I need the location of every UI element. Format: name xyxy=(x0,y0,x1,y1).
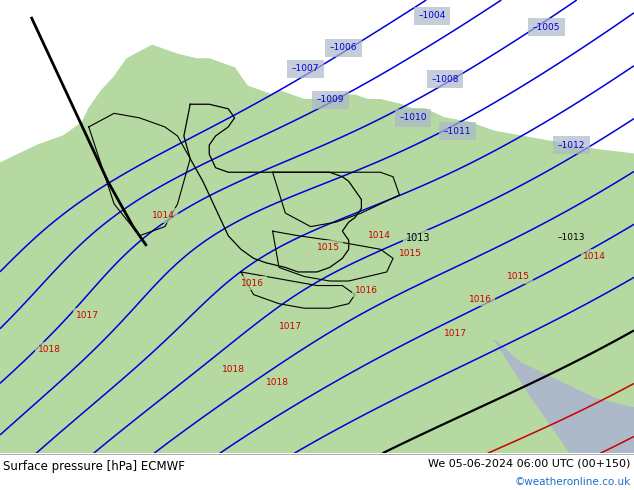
Text: 1018: 1018 xyxy=(266,378,289,388)
Text: 1017: 1017 xyxy=(76,311,99,319)
Text: –1009: –1009 xyxy=(317,95,344,104)
Text: 1018: 1018 xyxy=(222,365,245,374)
Text: 1015: 1015 xyxy=(399,249,422,258)
Text: We 05-06-2024 06:00 UTC (00+150): We 05-06-2024 06:00 UTC (00+150) xyxy=(429,459,631,468)
Text: –1007: –1007 xyxy=(292,64,319,74)
Text: –1012: –1012 xyxy=(558,141,585,149)
Text: 1015: 1015 xyxy=(317,243,340,251)
Text: 1013: 1013 xyxy=(406,233,430,243)
Text: –1008: –1008 xyxy=(431,75,458,84)
Text: –1013: –1013 xyxy=(558,233,585,243)
Text: 1018: 1018 xyxy=(38,344,61,353)
Text: –1005: –1005 xyxy=(533,23,560,32)
Polygon shape xyxy=(0,46,634,453)
Text: Surface pressure [hPa] ECMWF: Surface pressure [hPa] ECMWF xyxy=(3,460,185,473)
Text: ©weatheronline.co.uk: ©weatheronline.co.uk xyxy=(515,477,631,487)
Text: 1014: 1014 xyxy=(152,211,175,220)
Text: –1010: –1010 xyxy=(399,113,427,122)
Text: 1017: 1017 xyxy=(444,329,467,338)
Text: –1011: –1011 xyxy=(444,127,471,136)
Text: 1017: 1017 xyxy=(279,322,302,331)
Text: –1006: –1006 xyxy=(330,43,357,52)
Text: –1004: –1004 xyxy=(418,11,446,21)
Polygon shape xyxy=(495,340,634,453)
Text: 1014: 1014 xyxy=(368,231,391,240)
Text: 1014: 1014 xyxy=(583,251,606,261)
Text: 1016: 1016 xyxy=(469,294,492,304)
Text: 1016: 1016 xyxy=(355,286,378,294)
Text: 1016: 1016 xyxy=(241,279,264,288)
Text: 1015: 1015 xyxy=(507,272,530,281)
